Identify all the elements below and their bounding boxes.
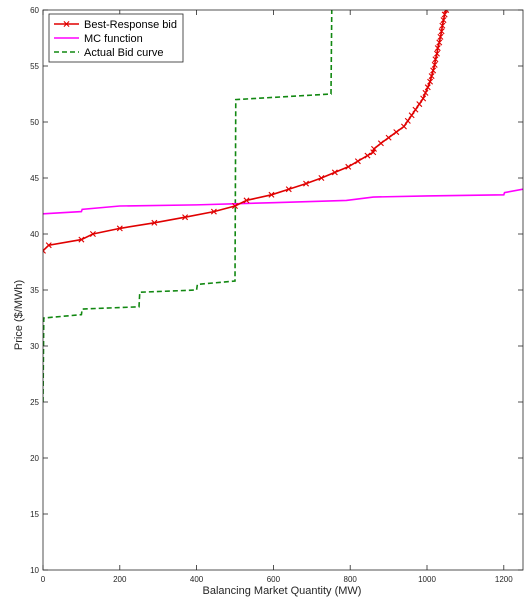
data-point-marker (422, 89, 429, 96)
y-axis-label: Price ($/MWh) (13, 280, 25, 350)
x-tick-label: 600 (267, 575, 281, 584)
plot-background (43, 10, 523, 570)
y-tick-label: 25 (30, 398, 39, 407)
data-point-marker (438, 28, 445, 35)
y-tick-label: 10 (30, 566, 39, 575)
data-point-marker (440, 17, 447, 24)
x-tick-label: 200 (113, 575, 127, 584)
data-point-marker (420, 95, 427, 102)
legend-label: Best-Response bid (84, 19, 177, 31)
series-group (43, 10, 523, 403)
data-point-marker (434, 45, 441, 52)
y-tick-label: 30 (30, 342, 39, 351)
y-tick-label: 20 (30, 454, 39, 463)
plot-area (42, 9, 524, 571)
data-point-marker (436, 39, 443, 46)
data-point-marker (331, 169, 338, 176)
data-point-marker (428, 73, 435, 80)
y-tick-label: 35 (30, 286, 39, 295)
x-tick-label: 1000 (418, 575, 436, 584)
data-point-marker (89, 231, 96, 237)
data-point-marker (400, 123, 407, 130)
data-point-marker (116, 225, 123, 232)
series-line-mc-function (43, 188, 523, 215)
data-point-marker (318, 175, 325, 181)
x-tick-label: 400 (190, 575, 204, 584)
data-point-marker (393, 129, 400, 136)
data-point-marker (371, 145, 377, 152)
y-tick-label: 45 (30, 174, 39, 183)
data-point-marker (433, 50, 440, 57)
data-point-marker (441, 11, 448, 18)
x-tick-label: 1200 (495, 575, 513, 584)
data-point-marker (424, 84, 431, 91)
data-point-marker (345, 163, 352, 170)
x-axis-label: Balancing Market Quantity (MW) (203, 585, 362, 597)
data-point-marker (285, 186, 292, 193)
data-point-marker (437, 33, 444, 40)
data-point-marker (78, 236, 85, 243)
legend: Best-Response bid MC function Actual Bid c… (48, 13, 184, 63)
data-point-marker (232, 203, 238, 209)
series-line-actual-bid-curve (43, 10, 333, 403)
x-tick-label: 800 (344, 575, 358, 584)
legend-label: MC function (84, 33, 143, 45)
y-tick-label: 55 (30, 62, 39, 71)
data-point-marker (431, 61, 438, 68)
data-point-marker (182, 214, 189, 221)
y-tick-label: 15 (30, 510, 39, 519)
legend-label: Actual Bid curve (84, 47, 163, 59)
data-point-marker (430, 67, 437, 74)
legend-marker (63, 21, 70, 27)
x-tick-label: 0 (41, 575, 46, 584)
data-point-marker (412, 106, 419, 113)
data-point-marker (43, 247, 46, 254)
data-point-marker (268, 191, 275, 198)
data-point-marker (416, 101, 423, 108)
data-point-marker (427, 78, 434, 85)
data-point-marker (408, 112, 415, 119)
data-point-marker (210, 208, 217, 215)
data-point-marker (439, 22, 446, 29)
data-point-marker (377, 140, 384, 147)
data-point-marker (404, 117, 411, 124)
y-tick-label: 40 (30, 230, 39, 239)
y-tick-label: 60 (30, 6, 39, 15)
data-point-marker (45, 242, 52, 249)
data-point-marker (151, 219, 158, 226)
y-tick-label: 50 (30, 118, 39, 127)
axis-ticks: 0 200 400 600 800 1000 1200 10 15 20 25 30 35 40 45 50 5… (30, 6, 523, 584)
data-point-marker (303, 180, 310, 187)
data-point-marker (243, 197, 250, 204)
data-point-marker (364, 152, 371, 159)
data-point-marker (354, 158, 361, 165)
data-point-marker (443, 10, 450, 13)
data-point-marker (432, 56, 439, 63)
data-point-marker (385, 134, 392, 141)
